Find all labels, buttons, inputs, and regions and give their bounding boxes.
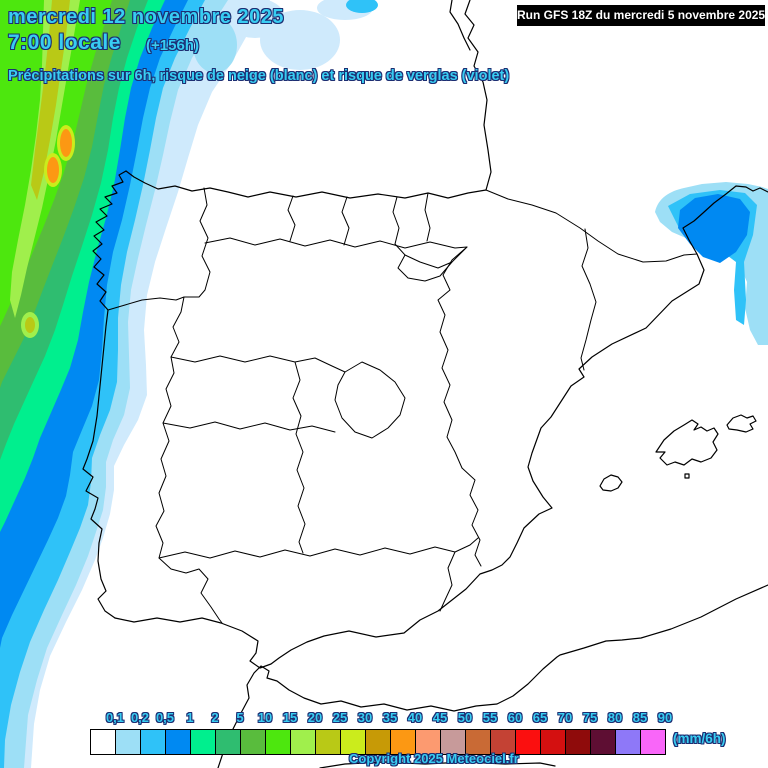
region-borders	[107, 187, 698, 624]
coastline-morocco-bottom	[319, 761, 556, 768]
map-subtitle: Précipitations sur 6h, risque de neige (…	[8, 68, 510, 84]
heavy-rain-core	[60, 129, 72, 157]
coastline-gironde	[449, 0, 471, 51]
island-cabrera	[684, 473, 690, 479]
island-mallorca	[655, 419, 719, 466]
heavy-rain-core	[47, 157, 59, 183]
forecast-offset: (+156h)	[146, 37, 199, 54]
balearic-islands	[599, 414, 757, 492]
run-info-box: Run GFS 18Z du mercredi 5 novembre 2025	[517, 5, 765, 26]
coastline-france-atlantic	[464, 0, 492, 191]
island-ibiza	[599, 474, 623, 492]
coastline-north-africa	[217, 584, 768, 768]
precipitation-band-west	[0, 0, 378, 768]
forecast-date: mercredi 12 novembre 2025	[8, 6, 284, 28]
forecast-time: 7:00 locale	[8, 31, 121, 54]
coastline-south-east-spain	[114, 185, 768, 669]
island-menorca	[726, 414, 757, 433]
